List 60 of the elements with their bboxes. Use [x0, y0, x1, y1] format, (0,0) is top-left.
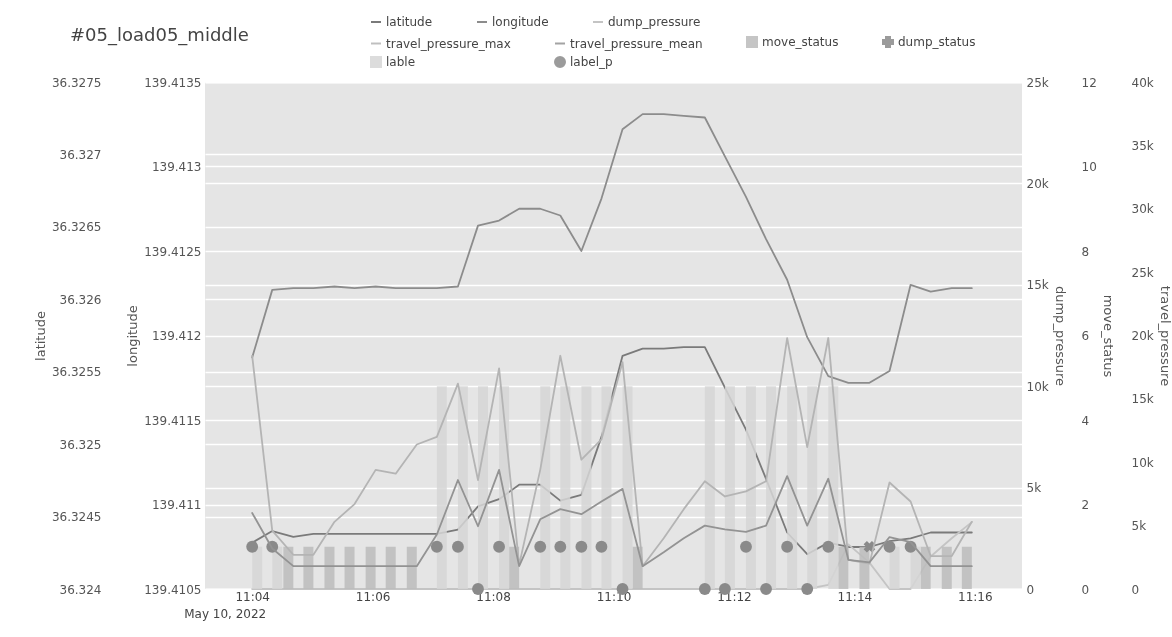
y-tick-label: 6 — [1081, 329, 1090, 343]
y3-tick-label: 5k — [1026, 481, 1042, 496]
x-tick-label: 11:16 — [958, 589, 993, 604]
y2-tick-label: 139.412 — [151, 329, 202, 343]
y-tick-label: 36.326 — [59, 292, 102, 307]
y2-tick-label: 20k — [1131, 329, 1154, 343]
y2-tick-label: 139.4125 — [144, 244, 202, 259]
x-tick-label: 11:04 — [235, 589, 270, 604]
y2-tick-label: 139.4115 — [144, 413, 202, 428]
y-tick-label: 36.327 — [59, 147, 102, 162]
legend-label: travel_pressure_mean — [570, 36, 703, 51]
y2-axis-title: longitude — [125, 305, 141, 367]
y-axis-title: latitude — [32, 311, 48, 361]
y-tick-label: 36.3255 — [51, 365, 102, 380]
y2-tick-label: 30k — [1131, 202, 1154, 217]
legend-label: travel_pressure_max — [386, 36, 511, 51]
y2-tick-label: 10k — [1131, 455, 1154, 470]
y-tick-label: 36.324 — [59, 582, 102, 597]
y-tick-label: 2 — [1081, 498, 1090, 512]
legend-label: dump_status — [898, 35, 976, 49]
y2-tick-label: 5k — [1131, 519, 1147, 534]
y3-tick-label: 25k — [1026, 75, 1049, 90]
x-tick-label: 11:08 — [476, 589, 511, 604]
y2-tick-label: 35k — [1131, 138, 1154, 153]
y3-tick-label: 10k — [1026, 379, 1049, 394]
x-tick-label: 11:14 — [837, 589, 873, 604]
legend-label: longitude — [492, 15, 549, 29]
x-tick-label: 11:06 — [355, 589, 391, 604]
line-series — [251, 468, 973, 568]
y2-tick-label: 139.4135 — [144, 75, 202, 90]
y3-tick-label: 15k — [1026, 278, 1049, 293]
legend-label: latitude — [386, 15, 433, 29]
y-tick-label: 10 — [1081, 160, 1097, 174]
y3-tick-label: 0 — [1026, 582, 1035, 597]
legend-label: lable — [386, 55, 416, 69]
y-tick-label: 36.3245 — [51, 510, 102, 525]
legend-label: label_p — [570, 55, 613, 69]
y2-axis-title: travel_pressure — [1157, 285, 1172, 387]
y2-tick-label: 40k — [1131, 75, 1154, 90]
y-tick-label: 36.3265 — [51, 220, 102, 235]
y3-axis-title: dump_pressure — [1052, 285, 1068, 387]
y2-tick-label: 139.4105 — [144, 582, 202, 597]
y-tick-label: 0 — [1081, 582, 1090, 597]
y-tick-label: 36.3275 — [51, 75, 102, 90]
text: May 10, 2022 — [184, 607, 267, 621]
y-tick-label: 8 — [1081, 244, 1090, 259]
y2-tick-label: 25k — [1131, 265, 1154, 280]
y3-tick-label: 20k — [1026, 176, 1049, 191]
line-series — [251, 113, 973, 384]
y-tick-label: 12 — [1081, 75, 1097, 90]
legend-label: dump_pressure — [608, 15, 701, 29]
y2-tick-label: 15k — [1131, 392, 1154, 407]
y2-tick-label: 139.413 — [151, 160, 202, 174]
chart-title: #05_load05_middle — [70, 24, 249, 46]
y2-tick-label: 139.411 — [151, 498, 202, 512]
legend-label: move_status — [762, 35, 839, 49]
y2-tick-label: 0 — [1131, 582, 1140, 597]
y-tick-label: 4 — [1081, 413, 1090, 428]
y-axis-title: move_status — [1100, 294, 1116, 378]
y-tick-label: 36.325 — [59, 437, 102, 452]
